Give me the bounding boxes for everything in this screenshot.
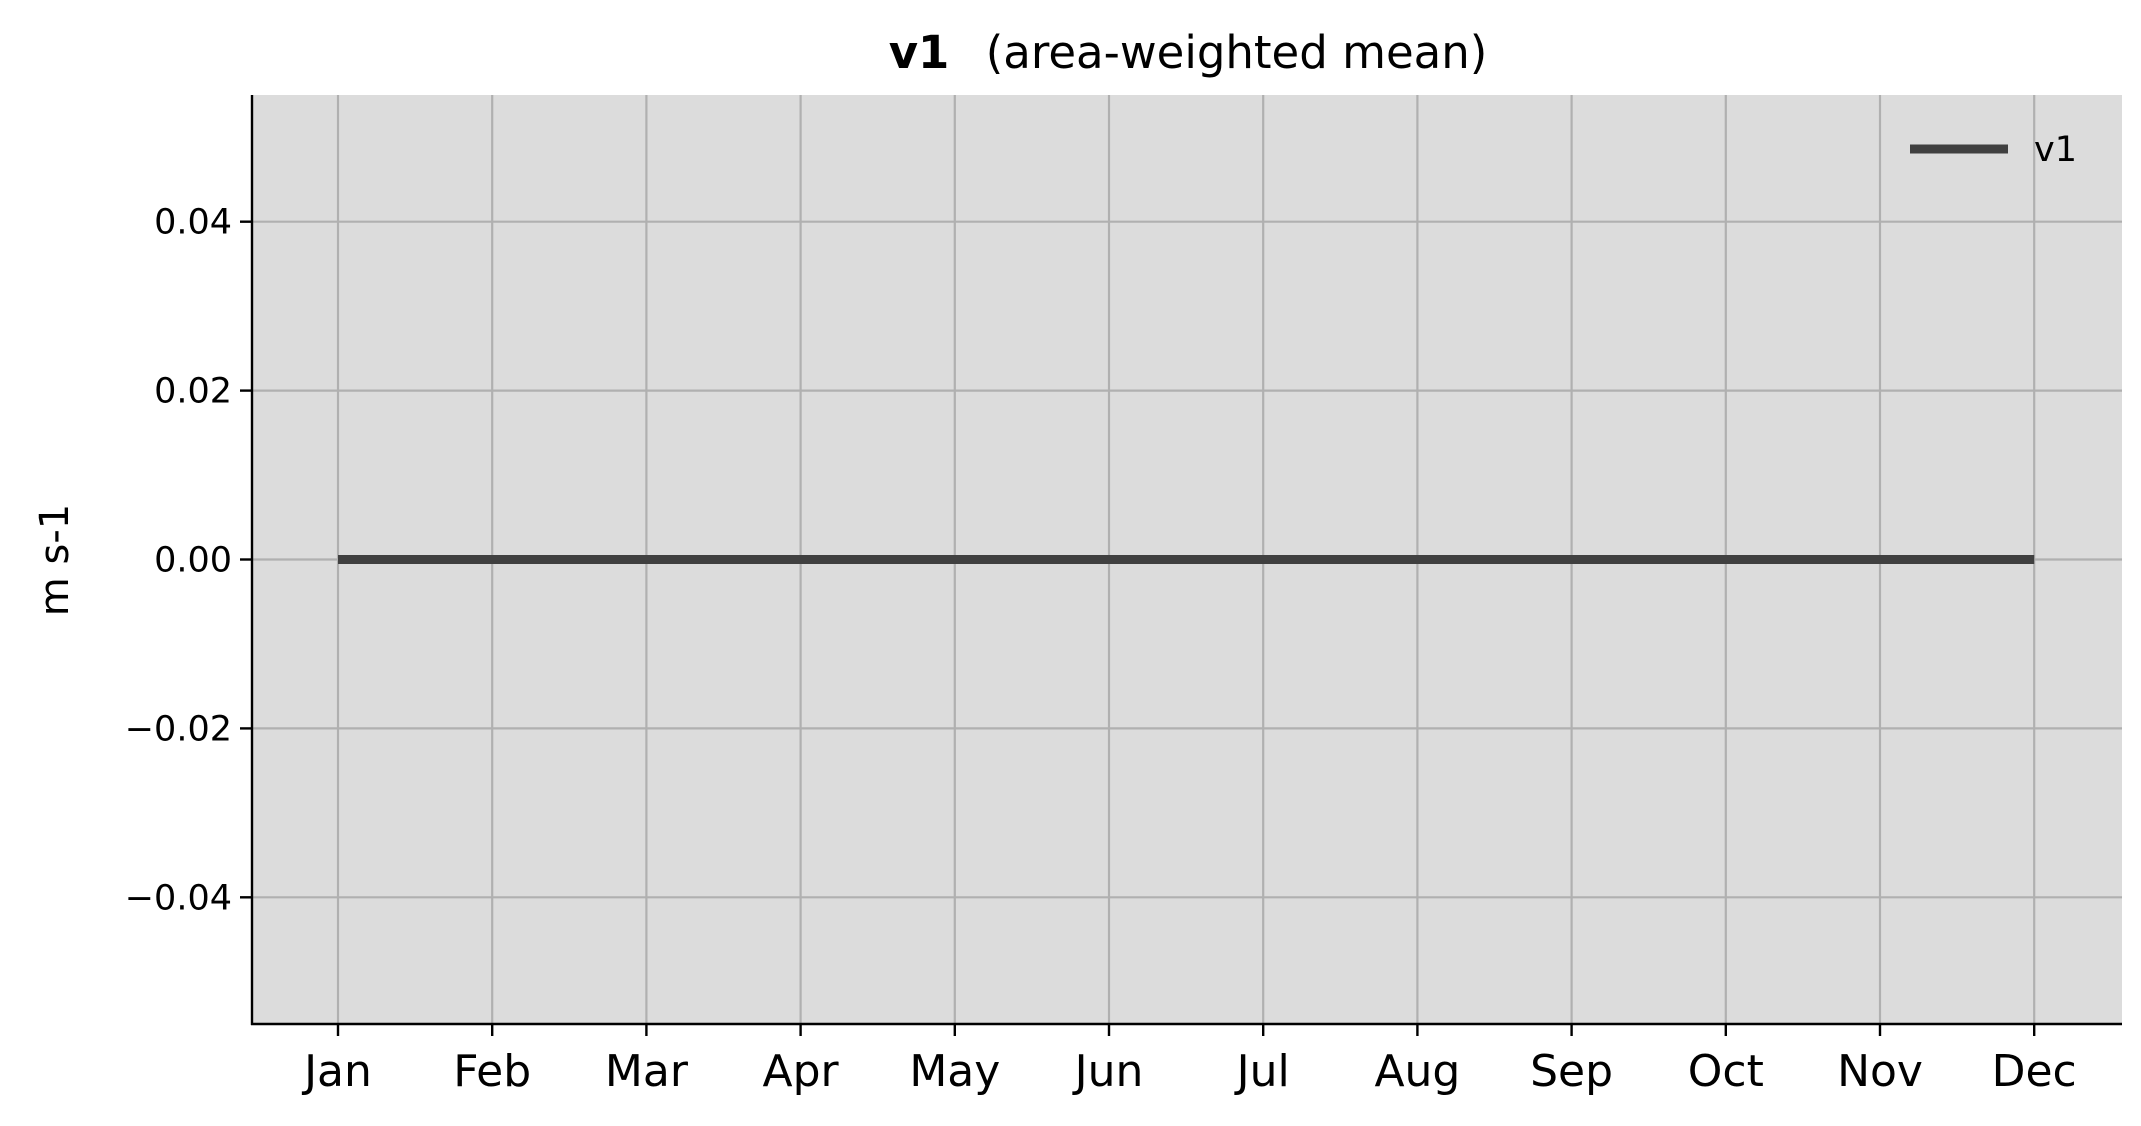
x-ticks: Jan Feb Mar Apr May Jun Jul Aug Sep Oct Nov Dec	[301, 1024, 2077, 1097]
legend: v1	[1910, 130, 2077, 170]
x-tick-label: Apr	[763, 1046, 840, 1097]
y-axis-label: m s-1	[32, 504, 78, 616]
y-ticks: −0.04 −0.02 0.00 0.02 0.04	[125, 203, 252, 918]
x-tick-label: May	[909, 1046, 1000, 1097]
y-tick-label: −0.02	[125, 709, 232, 749]
x-tick-label: Jan	[301, 1046, 372, 1097]
y-tick-label: 0.02	[154, 372, 232, 412]
x-tick-label: Oct	[1688, 1046, 1764, 1097]
y-tick-label: −0.04	[125, 878, 232, 918]
x-tick-label: Jun	[1072, 1046, 1144, 1097]
x-tick-label: Feb	[453, 1046, 531, 1097]
chart-title: v1 (area-weighted mean)	[889, 26, 1488, 79]
y-tick-label: 0.04	[154, 203, 232, 243]
x-tick-label: Aug	[1374, 1046, 1460, 1097]
y-tick-label: 0.00	[154, 541, 232, 581]
chart-title-rest: (area-weighted mean)	[986, 26, 1488, 79]
legend-label: v1	[2034, 130, 2077, 170]
x-tick-label: Mar	[605, 1046, 689, 1097]
x-tick-label: Dec	[1992, 1046, 2077, 1097]
chart-title-bold: v1	[889, 26, 950, 79]
x-tick-label: Nov	[1837, 1046, 1923, 1097]
x-tick-label: Sep	[1530, 1046, 1613, 1097]
x-tick-label: Jul	[1234, 1046, 1290, 1097]
